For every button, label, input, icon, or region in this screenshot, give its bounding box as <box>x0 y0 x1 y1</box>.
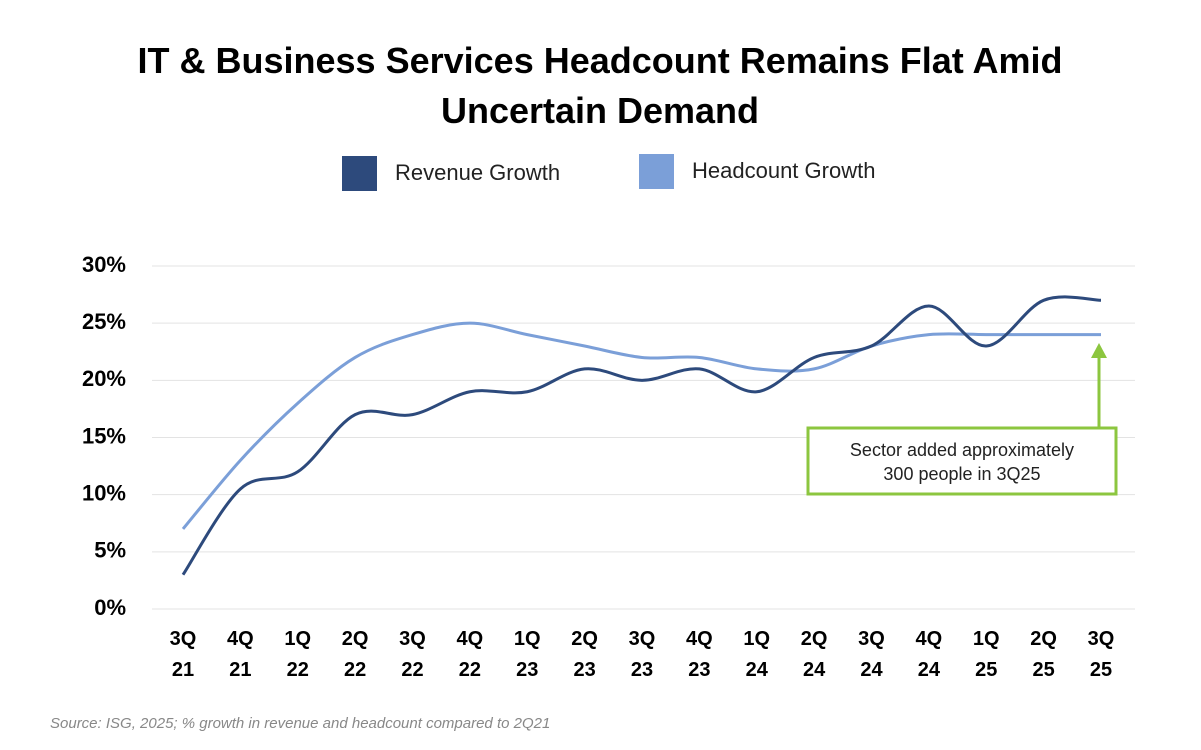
y-tick-label: 30% <box>82 252 126 277</box>
x-tick-line: 2Q <box>801 628 828 650</box>
x-tick-line: 1Q <box>514 628 541 650</box>
x-tick-label: 2Q 24 <box>801 628 828 681</box>
series-line <box>181 295 1102 576</box>
x-tick-line: 24 <box>918 659 941 681</box>
x-tick-label: 4Q 21 <box>227 628 254 681</box>
legend-label: Revenue Growth <box>395 160 560 185</box>
x-tick-label: 1Q 25 <box>973 628 1000 681</box>
x-tick-label: 1Q 22 <box>284 628 311 681</box>
x-tick-line: 4Q <box>686 628 713 650</box>
x-tick-line: 1Q <box>284 628 311 650</box>
x-tick-line: 1Q <box>973 628 1000 650</box>
x-tick-label: 1Q 23 <box>514 628 541 681</box>
x-tick-line: 22 <box>344 659 366 681</box>
x-tick-label: 4Q 23 <box>686 628 713 681</box>
x-tick-line: 25 <box>1033 659 1055 681</box>
x-tick-label: 2Q 22 <box>342 628 369 681</box>
x-tick-line: 3Q <box>858 628 885 650</box>
x-tick-label: 1Q 24 <box>743 628 770 681</box>
x-tick-line: 23 <box>516 659 538 681</box>
y-tick-label: 5% <box>94 538 126 563</box>
y-tick-label: 15% <box>82 423 126 448</box>
x-tick-line: 25 <box>975 659 997 681</box>
x-tick-line: 4Q <box>227 628 254 650</box>
legend-label: Headcount Growth <box>692 158 875 183</box>
x-tick-label: 3Q 21 <box>170 628 197 681</box>
x-tick-label: 2Q 25 <box>1030 628 1057 681</box>
x-tick-line: 4Q <box>457 628 484 650</box>
x-tick-label: 3Q 22 <box>399 628 426 681</box>
x-tick-line: 24 <box>746 659 769 681</box>
x-tick-line: 21 <box>172 659 194 681</box>
annotation-text: Sector added approximately <box>850 440 1074 460</box>
x-tick-line: 23 <box>631 659 653 681</box>
x-tick-line: 3Q <box>399 628 426 650</box>
x-tick-line: 4Q <box>916 628 943 650</box>
annotation-text: 300 people in 3Q25 <box>883 464 1040 484</box>
x-tick-label: 2Q 23 <box>571 628 598 681</box>
legend-swatch <box>342 156 377 191</box>
x-tick-label: 3Q 25 <box>1088 628 1115 681</box>
series-line <box>181 321 1101 530</box>
x-tick-line: 24 <box>803 659 826 681</box>
x-tick-line: 3Q <box>170 628 197 650</box>
x-tick-line: 1Q <box>743 628 770 650</box>
x-tick-line: 25 <box>1090 659 1112 681</box>
x-tick-line: 2Q <box>342 628 369 650</box>
y-tick-label: 20% <box>82 366 126 391</box>
x-tick-label: 3Q 24 <box>858 628 885 681</box>
x-tick-line: 21 <box>229 659 251 681</box>
annotation-arrowhead <box>1091 343 1107 358</box>
x-tick-line: 3Q <box>629 628 656 650</box>
x-tick-label: 4Q 22 <box>457 628 484 681</box>
source-note: Source: ISG, 2025; % growth in revenue a… <box>50 715 550 732</box>
x-tick-line: 22 <box>401 659 423 681</box>
x-tick-line: 23 <box>688 659 710 681</box>
legend-swatch <box>639 154 674 189</box>
x-tick-line: 23 <box>574 659 596 681</box>
x-tick-line: 3Q <box>1088 628 1115 650</box>
x-tick-line: 24 <box>860 659 883 681</box>
x-tick-line: 2Q <box>1030 628 1057 650</box>
y-tick-label: 25% <box>82 309 126 334</box>
x-tick-line: 2Q <box>571 628 598 650</box>
x-tick-label: 4Q 24 <box>916 628 943 681</box>
x-tick-line: 22 <box>287 659 309 681</box>
x-tick-line: 22 <box>459 659 481 681</box>
y-tick-label: 10% <box>82 480 126 505</box>
chart-title: IT & Business Services Headcount Remains… <box>137 40 1063 131</box>
x-tick-label: 3Q 23 <box>629 628 656 681</box>
y-tick-label: 0% <box>94 595 126 620</box>
annotation-box <box>806 426 1118 496</box>
